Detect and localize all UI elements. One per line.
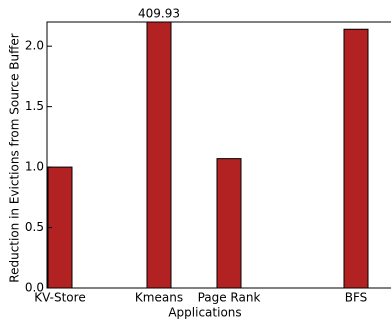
x-tick-label: BFS <box>345 291 368 305</box>
x-tick-label: KV-Store <box>34 291 85 305</box>
x-tick-label: Page Rank <box>198 291 261 305</box>
y-tick-label: 1.5 <box>25 99 44 113</box>
y-tick-label: 0.5 <box>25 220 44 234</box>
y-axis-label: Reduction in Evictions from Source Buffe… <box>8 33 22 282</box>
y-tick-label: 0.0 <box>25 281 44 295</box>
bar <box>343 28 369 288</box>
value-label: 409.93 <box>138 7 180 21</box>
y-tick-label: 2.0 <box>25 39 44 53</box>
bar <box>146 22 172 288</box>
plot-area <box>47 22 369 288</box>
y-tick-label: 1.0 <box>25 160 44 174</box>
x-axis-label: Applications <box>168 306 241 320</box>
x-tick-label: Kmeans <box>135 291 183 305</box>
bar <box>216 158 242 288</box>
axes-frame <box>46 21 391 289</box>
